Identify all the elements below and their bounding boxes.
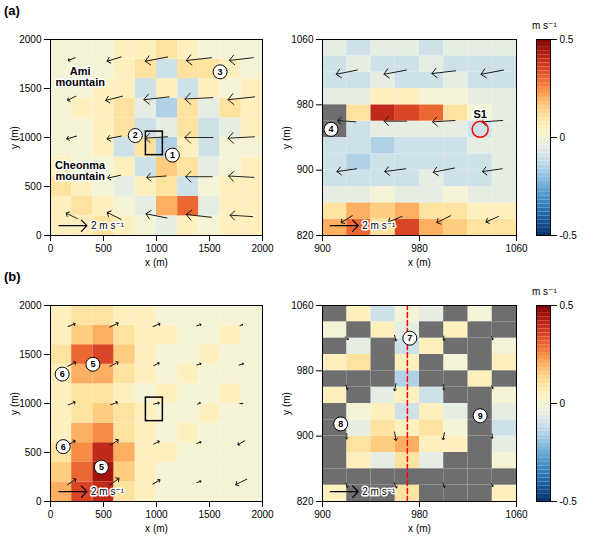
svg-text:x (m): x (m) bbox=[145, 523, 168, 534]
svg-text:5: 5 bbox=[99, 462, 104, 472]
svg-text:-0.5: -0.5 bbox=[560, 230, 578, 241]
svg-text:1060: 1060 bbox=[291, 34, 314, 45]
svg-text:1060: 1060 bbox=[505, 243, 528, 254]
svg-text:900: 900 bbox=[297, 430, 314, 441]
svg-text:x (m): x (m) bbox=[408, 257, 431, 268]
svg-text:9: 9 bbox=[478, 411, 483, 421]
svg-text:0: 0 bbox=[560, 132, 566, 143]
svg-text:2 m s⁻¹: 2 m s⁻¹ bbox=[91, 486, 125, 497]
svg-text:8: 8 bbox=[338, 419, 343, 429]
svg-text:0: 0 bbox=[48, 243, 54, 254]
svg-text:0.5: 0.5 bbox=[560, 34, 574, 45]
svg-text:1000: 1000 bbox=[145, 509, 168, 520]
svg-text:1060: 1060 bbox=[505, 509, 528, 520]
svg-text:980: 980 bbox=[297, 99, 314, 110]
svg-text:500: 500 bbox=[95, 509, 112, 520]
svg-text:900: 900 bbox=[314, 243, 331, 254]
svg-text:980: 980 bbox=[411, 509, 428, 520]
svg-text:2000: 2000 bbox=[251, 509, 274, 520]
svg-text:820: 820 bbox=[297, 230, 314, 241]
svg-text:1000: 1000 bbox=[19, 398, 42, 409]
svg-text:1000: 1000 bbox=[19, 132, 42, 143]
svg-text:900: 900 bbox=[297, 164, 314, 175]
svg-text:0: 0 bbox=[36, 496, 42, 507]
html-text:(b): (b) bbox=[4, 269, 21, 284]
svg-text:y (m): y (m) bbox=[281, 392, 292, 415]
svg-text:2 m s⁻¹: 2 m s⁻¹ bbox=[362, 486, 396, 497]
svg-text:7: 7 bbox=[407, 333, 412, 343]
svg-text:2000: 2000 bbox=[19, 300, 42, 311]
svg-text:0: 0 bbox=[48, 509, 54, 520]
svg-text:980: 980 bbox=[411, 243, 428, 254]
svg-text:500: 500 bbox=[25, 181, 42, 192]
svg-text:500: 500 bbox=[95, 243, 112, 254]
svg-text:4: 4 bbox=[328, 124, 333, 134]
svg-text:5: 5 bbox=[90, 359, 95, 369]
svg-text:y (m): y (m) bbox=[9, 126, 20, 149]
svg-text:820: 820 bbox=[297, 496, 314, 507]
svg-text:1500: 1500 bbox=[19, 83, 42, 94]
svg-text:980: 980 bbox=[297, 365, 314, 376]
svg-text:0: 0 bbox=[560, 398, 566, 409]
svg-text:2 m s⁻¹: 2 m s⁻¹ bbox=[362, 220, 396, 231]
svg-text:2: 2 bbox=[133, 130, 138, 140]
svg-text:S1: S1 bbox=[473, 108, 486, 120]
svg-text:0.5: 0.5 bbox=[560, 300, 574, 311]
svg-text:y (m): y (m) bbox=[281, 126, 292, 149]
html-text:m s⁻¹: m s⁻¹ bbox=[532, 286, 557, 297]
svg-text:1060: 1060 bbox=[291, 300, 314, 311]
svg-text:3: 3 bbox=[218, 67, 223, 77]
svg-text:6: 6 bbox=[60, 369, 65, 379]
html-text:m s⁻¹: m s⁻¹ bbox=[532, 20, 557, 31]
svg-text:2000: 2000 bbox=[19, 34, 42, 45]
svg-text:2000: 2000 bbox=[251, 243, 274, 254]
svg-text:1500: 1500 bbox=[19, 349, 42, 360]
svg-text:Amimountain: Amimountain bbox=[55, 65, 105, 88]
svg-text:x (m): x (m) bbox=[145, 257, 168, 268]
svg-text:1000: 1000 bbox=[145, 243, 168, 254]
svg-text:1500: 1500 bbox=[198, 509, 221, 520]
svg-text:y (m): y (m) bbox=[9, 392, 20, 415]
svg-text:-0.5: -0.5 bbox=[560, 496, 578, 507]
svg-text:1: 1 bbox=[170, 150, 175, 160]
svg-text:1500: 1500 bbox=[198, 243, 221, 254]
svg-text:Cheonmamountain: Cheonmamountain bbox=[55, 159, 106, 182]
svg-text:x (m): x (m) bbox=[408, 523, 431, 534]
svg-text:500: 500 bbox=[25, 447, 42, 458]
svg-text:900: 900 bbox=[314, 509, 331, 520]
html-text:(a): (a) bbox=[4, 3, 20, 18]
svg-text:2 m s⁻¹: 2 m s⁻¹ bbox=[91, 220, 125, 231]
svg-text:0: 0 bbox=[36, 230, 42, 241]
svg-text:6: 6 bbox=[61, 442, 66, 452]
